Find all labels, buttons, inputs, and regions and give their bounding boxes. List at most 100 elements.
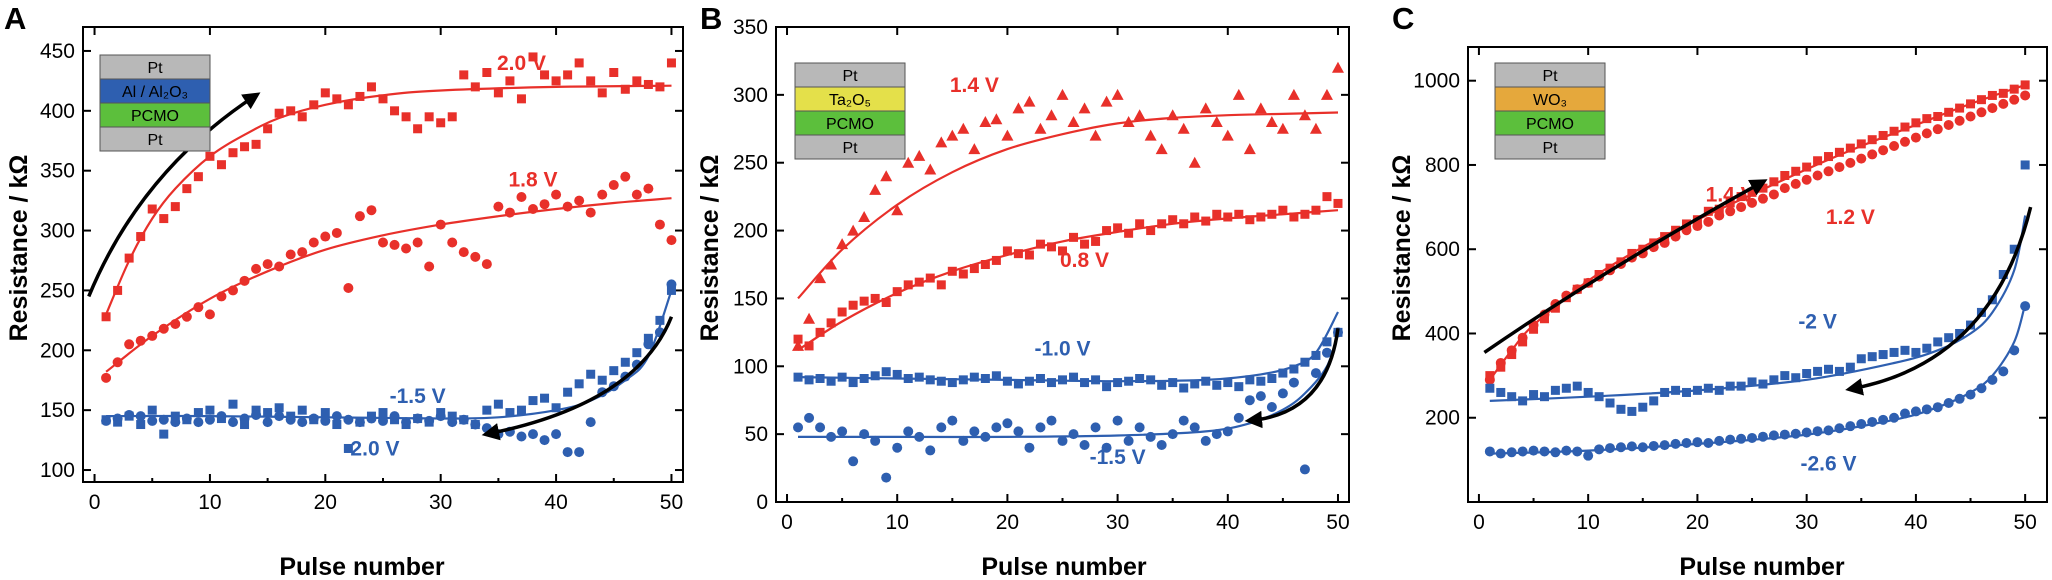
data-point: [1189, 422, 1200, 433]
data-point: [1550, 447, 1561, 458]
data-point: [1659, 440, 1670, 451]
data-point: [539, 435, 550, 446]
data-point: [1921, 404, 1932, 415]
data-point: [1122, 116, 1135, 127]
series--1.5v: -1.5 V: [793, 327, 1343, 483]
data-point: [1080, 378, 1090, 388]
data-point: [1266, 402, 1277, 412]
data-point: [969, 264, 979, 274]
data-point: [1223, 212, 1233, 222]
y-axis-title: Resistance / kΩ: [1388, 155, 1416, 342]
data-point: [181, 311, 192, 322]
data-point: [936, 376, 946, 386]
data-point: [516, 431, 527, 442]
data-point: [870, 435, 881, 446]
data-point: [643, 183, 654, 194]
data-point: [1212, 380, 1222, 390]
data-point: [482, 68, 492, 77]
data-point: [1200, 435, 1211, 446]
data-point: [1801, 427, 1812, 438]
data-point: [1910, 132, 1921, 143]
data-point: [924, 163, 937, 175]
data-point: [1267, 374, 1277, 383]
data-point: [228, 417, 238, 428]
data-point: [848, 378, 858, 388]
data-point: [1714, 204, 1724, 214]
series-label: -2.0 V: [343, 438, 399, 461]
data-point: [1802, 369, 1812, 379]
stack-layer: [99, 54, 211, 80]
data-point: [826, 318, 836, 328]
data-point: [1933, 112, 1943, 122]
data-point: [1834, 162, 1845, 173]
data-point: [1507, 392, 1517, 402]
data-point: [1681, 438, 1692, 449]
data-point: [1517, 332, 1528, 343]
data-point: [366, 82, 376, 92]
data-point: [666, 58, 676, 68]
plot-frame: [1467, 46, 2048, 503]
data-point: [505, 76, 515, 86]
data-point: [1812, 426, 1823, 437]
series--2.0v: -2.0 V: [101, 279, 677, 461]
data-point: [1550, 385, 1560, 395]
data-point: [804, 341, 814, 351]
data-point: [632, 76, 642, 86]
data-point: [1035, 374, 1045, 383]
data-point: [903, 374, 913, 383]
data-point: [1824, 364, 1834, 374]
data-point: [1267, 209, 1277, 219]
data-point: [1045, 109, 1058, 121]
data-point: [826, 376, 836, 386]
data-point: [1156, 440, 1167, 450]
data-point: [2009, 244, 2019, 254]
data-point: [2020, 301, 2031, 312]
data-point: [1703, 438, 1714, 449]
data-point: [1681, 387, 1691, 397]
data-point: [1987, 103, 1998, 114]
data-point: [1824, 152, 1834, 162]
stack-layer: [99, 126, 211, 152]
data-point: [1834, 423, 1845, 434]
data-point: [1079, 440, 1090, 450]
data-point: [1265, 116, 1278, 127]
data-point: [892, 442, 903, 453]
y-tick-label: 350: [733, 16, 768, 39]
data-point: [815, 374, 825, 383]
data-point: [158, 414, 169, 425]
data-point: [516, 94, 526, 104]
series-label: 1.8 V: [508, 168, 557, 191]
data-point: [574, 447, 585, 458]
data-point: [1068, 429, 1079, 440]
data-point: [1484, 374, 1495, 385]
data-point: [903, 426, 914, 437]
data-point: [239, 413, 250, 424]
data-point: [1506, 345, 1517, 356]
data-point: [1506, 447, 1517, 458]
data-point: [320, 415, 331, 426]
data-point: [332, 94, 342, 104]
y-tick-label: 250: [733, 152, 768, 175]
data-point: [1278, 368, 1288, 378]
data-point: [815, 422, 826, 433]
x-tick-label: 0: [781, 511, 793, 534]
data-point: [1157, 380, 1167, 390]
data-point: [1089, 129, 1102, 141]
data-point: [366, 205, 377, 216]
data-point: [1023, 95, 1036, 107]
data-point: [1201, 216, 1211, 226]
data-point: [1539, 446, 1550, 457]
data-point: [470, 419, 481, 430]
x-tick-label: 30: [429, 491, 452, 514]
data-point: [837, 426, 848, 437]
y-tick-label: 400: [1425, 322, 1460, 345]
series-label: -1.5 V: [1090, 446, 1146, 469]
x-tick-label: 40: [544, 491, 567, 514]
data-point: [1736, 381, 1746, 391]
data-point: [435, 411, 446, 422]
data-point: [193, 172, 203, 182]
data-point: [1867, 135, 1877, 145]
data-point: [1878, 414, 1889, 425]
data-point: [1856, 139, 1866, 149]
data-point: [1878, 350, 1888, 360]
